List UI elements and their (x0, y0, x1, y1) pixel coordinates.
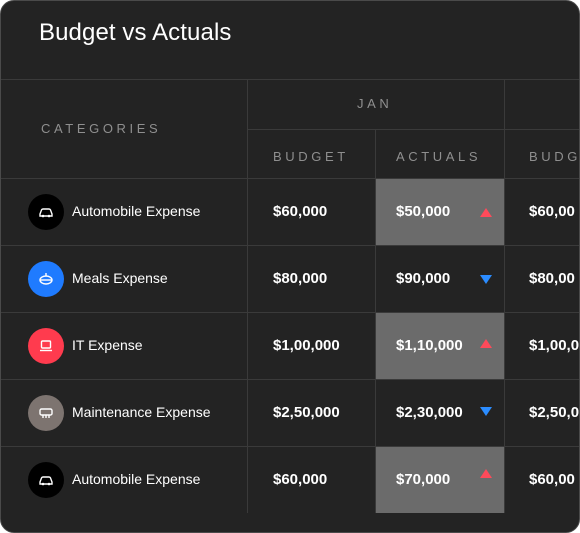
grid-line (1, 245, 579, 246)
grid-line (1, 312, 579, 313)
trend-up-icon (480, 469, 492, 478)
grid-line (1, 446, 579, 447)
actual-cell[interactable]: $1,10,000 (376, 313, 504, 379)
table-row[interactable]: Automobile Expense $60,000 $50,000 $60,0… (1, 179, 579, 246)
actual-cell[interactable]: $70,000 (376, 447, 504, 513)
table-row[interactable]: Automobile Expense $60,000 $70,000 $60,0… (1, 447, 579, 514)
grid-line (375, 129, 376, 513)
budget-next-value: $80,00 (529, 270, 575, 287)
grid-line (504, 79, 505, 513)
laptop-icon (28, 328, 64, 364)
grid-line (1, 79, 579, 80)
budget-next-value: $1,00,0 (529, 337, 580, 354)
actual-value: $1,10,000 (396, 337, 463, 354)
grid-line (1, 178, 579, 179)
budget-value: $60,000 (273, 203, 328, 220)
car-icon (28, 194, 64, 230)
meal-icon (28, 261, 64, 297)
tools-icon (28, 395, 64, 431)
actual-value: $90,000 (396, 270, 451, 287)
grid-line (1, 379, 579, 380)
category-label: Meals Expense (72, 270, 168, 286)
budget-next-value: $60,00 (529, 203, 575, 220)
budget-next-value: $2,50,0 (529, 404, 580, 421)
grid-line (247, 79, 248, 513)
actual-cell[interactable]: $90,000 (376, 246, 504, 312)
table-row[interactable]: IT Expense $1,00,000 $1,10,000 $1,00,0 (1, 313, 580, 380)
budget-next-value: $60,00 (529, 471, 575, 488)
trend-down-icon (480, 407, 492, 416)
category-label: IT Expense (72, 337, 143, 353)
actual-value: $50,000 (396, 203, 451, 220)
trend-up-icon (480, 208, 492, 217)
actual-cell[interactable]: $2,30,000 (376, 380, 504, 446)
header-budget[interactable]: BUDGET (273, 149, 349, 164)
budget-value: $2,50,000 (273, 404, 340, 421)
trend-up-icon (480, 339, 492, 348)
actual-cell[interactable]: $50,000 (376, 179, 504, 245)
card-title: Budget vs Actuals (39, 19, 232, 46)
category-label: Automobile Expense (72, 471, 201, 487)
header-month-jan[interactable]: JAN (357, 96, 393, 111)
header-categories[interactable]: CATEGORIES (41, 121, 162, 136)
actual-value: $70,000 (396, 471, 451, 488)
category-label: Automobile Expense (72, 203, 201, 219)
table-row[interactable]: Meals Expense $80,000 $90,000 $80,00 (1, 246, 579, 313)
budget-value: $80,000 (273, 270, 328, 287)
budget-table: CATEGORIES JAN BUDGET ACTUALS BUDG Autom… (1, 79, 580, 514)
table-row[interactable]: Maintenance Expense $2,50,000 $2,30,000 … (1, 380, 580, 447)
budget-value: $60,000 (273, 471, 328, 488)
car-icon (28, 462, 64, 498)
header-actuals[interactable]: ACTUALS (396, 149, 482, 164)
trend-down-icon (480, 275, 492, 284)
budget-value: $1,00,000 (273, 337, 340, 354)
category-label: Maintenance Expense (72, 404, 211, 420)
grid-line (248, 129, 579, 130)
actual-value: $2,30,000 (396, 404, 463, 421)
header-budget-next[interactable]: BUDG (529, 149, 580, 164)
